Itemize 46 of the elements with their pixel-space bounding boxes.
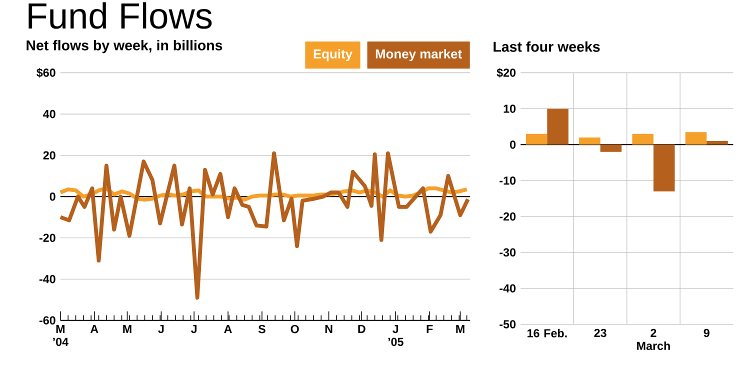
x-tick-label: J: [158, 324, 164, 333]
y-tick-label: 10: [504, 104, 516, 113]
x-tick-label: M ’04: [53, 324, 68, 346]
x-tick-label: A: [224, 324, 232, 333]
x-tick-label: D: [358, 324, 366, 333]
y-tick-label: -40: [500, 284, 516, 292]
bar: [579, 137, 600, 144]
x-tick-label: 2 March: [637, 328, 670, 350]
x-tick-label: 23: [594, 328, 606, 337]
y-tick-label: -60: [39, 316, 56, 324]
y-tick-label: -20: [39, 234, 56, 242]
y-tick-label: -20: [500, 212, 516, 220]
y-tick-label: $20: [496, 68, 516, 78]
bar: [600, 144, 622, 152]
x-tick-label: J: [191, 324, 197, 333]
x-tick-label: J ’05: [388, 324, 404, 346]
y-tick-label: -40: [39, 274, 56, 284]
bar: [685, 132, 707, 144]
x-tick-label: F: [426, 324, 433, 333]
bar: [706, 140, 728, 144]
y-tick-label: -50: [500, 320, 516, 328]
y-tick-label: 20: [43, 150, 56, 160]
chart-title: Fund Flows: [28, 2, 212, 29]
y-tick-label: $60: [36, 68, 56, 78]
chart-subtitle: Net flows by week, in billions: [26, 40, 222, 53]
line-series: [58, 151, 470, 300]
x-tick-label: S: [258, 324, 266, 333]
y-tick-label: 0: [510, 140, 516, 149]
text: Equity: [314, 48, 352, 61]
chart-title: Last four weeks: [494, 41, 600, 52]
x-tick-label: O: [290, 324, 299, 333]
bar: [526, 134, 548, 144]
bar: [547, 108, 568, 144]
x-tick-label: 16 Feb.: [528, 328, 567, 338]
x-tick-label: M: [123, 324, 132, 333]
y-tick-label: -10: [500, 176, 516, 184]
y-tick-label: 0: [50, 192, 56, 201]
bar: [632, 134, 654, 144]
x-tick-label: A: [90, 324, 98, 333]
bar: [653, 144, 675, 192]
text: Money market: [376, 48, 462, 61]
x-tick-label: M: [456, 324, 464, 333]
y-tick-label: -30: [500, 248, 516, 256]
x-tick-label: N: [325, 324, 332, 333]
x-tick-label: 9: [704, 328, 710, 337]
y-tick-label: 40: [43, 110, 56, 118]
